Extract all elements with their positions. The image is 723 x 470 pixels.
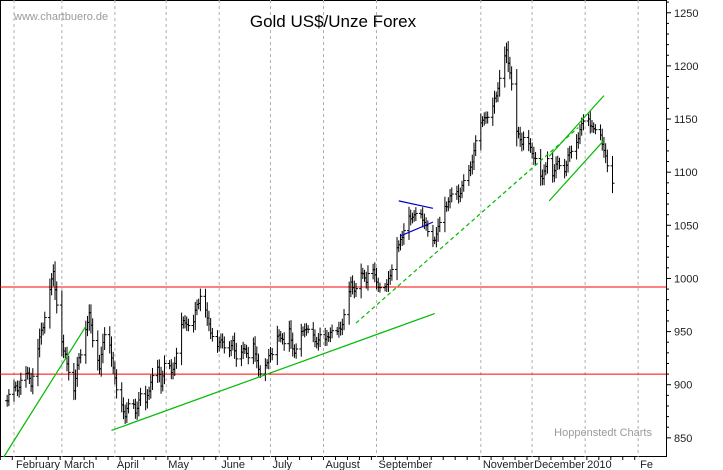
x-axis: February March April May June July August Septe… [0, 457, 653, 470]
ohlc-bar-191 [461, 174, 466, 192]
ohlc-bar-252 [610, 155, 615, 194]
x-tick-label-5: July [273, 459, 293, 470]
ohlc-bar-136 [330, 324, 335, 339]
trend-line-2 [355, 127, 579, 324]
trend-line-0 [3, 325, 87, 458]
ohlc-bar-131 [318, 327, 323, 348]
ohlc-bar-156 [377, 282, 382, 293]
ohlc-bar-126 [306, 325, 311, 334]
x-tick-label-2: April [117, 459, 139, 470]
x-tick-label-10: 2010 [587, 459, 611, 470]
x-tick-label-6: August [326, 459, 360, 470]
x-tick-label-0: February [16, 459, 61, 470]
plot-border [0, 0, 667, 457]
x-tick-label-7: September [379, 459, 433, 470]
grid-lines [13, 0, 639, 457]
ohlc-bar-161 [389, 264, 394, 281]
ohlc-bar-26 [66, 355, 71, 381]
ohlc-bar-231 [557, 157, 562, 170]
ohlc-bar-216 [521, 131, 526, 151]
trend-line-3 [548, 139, 605, 202]
credit-label: Hoppenstedt Charts [554, 427, 652, 439]
y-tick-label-8: 1250 [674, 8, 698, 20]
support-resistance-lines [0, 286, 666, 375]
y-tick-label-5: 1100 [674, 167, 698, 179]
ohlc-bar-111 [270, 348, 275, 361]
trend-line-6 [400, 221, 434, 237]
ohlc-bar-71 [174, 347, 179, 369]
y-tick-label-0: 850 [674, 433, 692, 445]
y-tick-label-6: 1150 [674, 114, 698, 126]
ohlc-bar-96 [234, 342, 239, 367]
ohlc-bar-101 [246, 346, 251, 365]
y-tick-label-1: 900 [674, 380, 692, 392]
y-tick-label-2: 950 [674, 327, 692, 339]
ohlc-bar-146 [354, 282, 358, 297]
source-watermark: www.chartbuero.de [13, 11, 108, 23]
x-tick-label-11: Fe [640, 459, 653, 470]
ohlc-bar-91 [222, 336, 227, 354]
ohlc-bar-201 [485, 111, 490, 124]
x-tick-label-1: March [64, 459, 95, 470]
ohlc-bar-141 [342, 308, 347, 331]
ohlc-bar-86 [210, 327, 215, 342]
ohlc-bar-76 [186, 318, 191, 332]
y-axis: 850 900 950 1000 1050 1100 1150 1200 1250 [666, 1, 698, 445]
y-tick-label-3: 1000 [674, 273, 698, 285]
y-tick-label-7: 1200 [674, 61, 698, 73]
ohlc-bar-241 [581, 114, 586, 131]
ohlc-bar-206 [497, 69, 502, 97]
ohlc-bar-81 [198, 288, 203, 312]
ohlc-bar-196 [473, 135, 478, 157]
ohlc-bar-21 [54, 281, 59, 314]
trend-lines [3, 95, 605, 458]
ohlc-bar-46 [114, 369, 119, 399]
ohlc-bar-151 [365, 265, 370, 291]
ohlc-bar-61 [150, 367, 155, 390]
x-tick-label-4: June [221, 459, 245, 470]
ohlc-bar-211 [509, 66, 514, 91]
ohlc-bar-221 [533, 152, 538, 165]
ohlc-bar-31 [78, 349, 83, 364]
trend-line-4 [548, 95, 605, 157]
ohlc-bar-51 [126, 398, 131, 414]
x-tick-label-3: May [168, 459, 189, 470]
ohlc-bar-171 [413, 207, 418, 221]
chart-title: Gold US$/Unze Forex [250, 12, 417, 31]
ohlc-bar-56 [138, 387, 143, 407]
trend-line-1 [111, 312, 435, 431]
ohlc-bar-186 [449, 187, 454, 203]
ohlc-bar-246 [593, 124, 598, 135]
trend-line-5 [398, 200, 434, 209]
ohlc-bar-66 [162, 355, 167, 385]
ohlc-bar-16 [42, 311, 47, 334]
ohlc-bar-11 [30, 368, 35, 395]
ohlc-bar-41 [102, 327, 107, 350]
ohlc-bar-106 [258, 365, 263, 379]
ohlc-bar-236 [569, 145, 574, 159]
ohlc-bar-181 [437, 216, 442, 233]
ohlc-bar-6 [18, 372, 23, 395]
ohlc-bar-36 [90, 318, 95, 348]
ohlc-bar-251 [605, 149, 610, 173]
ohlc-bar-1 [6, 389, 11, 407]
ohlc-bar-121 [294, 343, 299, 359]
ohlc-bar-116 [282, 332, 287, 351]
y-tick-label-4: 1050 [674, 220, 698, 232]
x-tick-label-9: December [534, 459, 585, 470]
price-bars [5, 41, 615, 424]
x-tick-label-8: November [483, 459, 534, 470]
